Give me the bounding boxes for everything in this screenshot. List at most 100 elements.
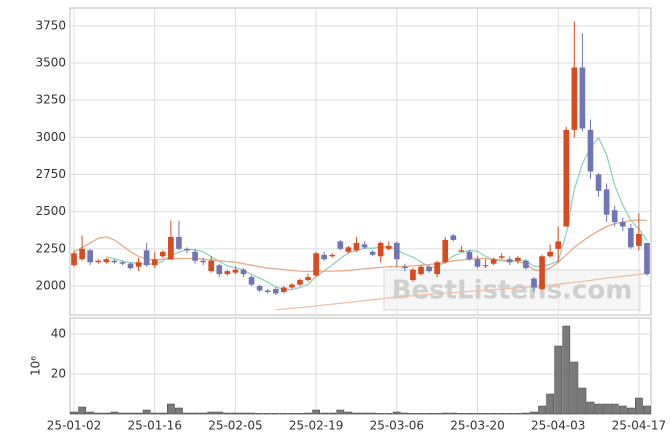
candle-body xyxy=(232,269,239,273)
candle-body xyxy=(410,269,416,281)
volume-bar xyxy=(191,412,199,415)
candle-body xyxy=(248,277,255,285)
volume-bar xyxy=(481,413,490,415)
candle-body xyxy=(555,241,562,249)
volume-bar xyxy=(417,413,425,415)
volume-bar xyxy=(110,411,119,415)
y-tick-label: 2750 xyxy=(35,167,66,181)
volume-bar xyxy=(336,409,345,415)
candle-body xyxy=(515,257,521,261)
ma-line xyxy=(275,272,648,311)
candle-body xyxy=(329,254,336,257)
candle-body xyxy=(208,260,215,272)
volume-bar xyxy=(320,412,329,415)
watermark-box xyxy=(383,269,641,311)
candle-body xyxy=(458,250,465,252)
candle-body xyxy=(571,67,578,130)
volume-bar xyxy=(183,412,191,415)
volume-bar xyxy=(352,412,361,415)
volume-bar xyxy=(473,413,482,415)
candle-body xyxy=(474,259,481,267)
candle-body xyxy=(264,290,271,292)
volume-bar xyxy=(288,413,296,415)
volume-bar xyxy=(376,413,385,415)
volume-bar xyxy=(271,413,280,415)
candle-body xyxy=(272,288,279,294)
volume-bar xyxy=(368,412,377,415)
candle-body xyxy=(281,287,287,292)
candle-body xyxy=(353,242,360,251)
volume-bar xyxy=(175,407,183,415)
candle-body xyxy=(418,266,424,275)
candle-body xyxy=(95,260,102,263)
candle-body xyxy=(240,269,247,275)
candle-body xyxy=(539,256,545,289)
candle-body xyxy=(111,260,118,263)
candle-body xyxy=(628,228,634,248)
volume-bar xyxy=(457,413,466,415)
x-tick-label: 25-04-17 xyxy=(612,419,666,433)
volume-bar xyxy=(304,412,312,415)
candle-body xyxy=(71,253,77,266)
volume-bar xyxy=(441,412,450,415)
ma-line xyxy=(106,136,648,291)
volume-bar xyxy=(344,411,353,415)
x-tick-label: 25-02-05 xyxy=(208,419,262,433)
volume-bar xyxy=(594,403,603,415)
volume-bar xyxy=(94,412,103,415)
volume-bar xyxy=(70,411,78,415)
volume-bar xyxy=(126,412,135,415)
candle-body xyxy=(402,266,408,269)
candle-body xyxy=(297,280,303,285)
volume-bar xyxy=(263,413,272,415)
candle-body xyxy=(79,248,85,260)
volume-bar xyxy=(166,403,175,415)
volume-bar xyxy=(239,412,248,415)
candle-body xyxy=(531,278,537,288)
volume-bar xyxy=(505,413,514,415)
x-tick-label: 25-01-02 xyxy=(47,419,101,433)
volume-bar xyxy=(223,412,232,415)
volume-bar xyxy=(497,413,506,415)
volume-bar xyxy=(513,413,522,415)
candle-body xyxy=(143,250,150,266)
volume-bar xyxy=(392,411,401,415)
volume-bar xyxy=(465,413,474,415)
volume-tick-label: 20 xyxy=(51,367,66,381)
x-tick-label: 25-01-16 xyxy=(127,419,181,433)
candle-body xyxy=(151,259,158,266)
candle-body xyxy=(377,242,384,257)
volume-bar xyxy=(602,403,611,415)
candle-body xyxy=(135,262,142,267)
candle-body xyxy=(490,259,497,264)
volume-bar xyxy=(578,387,587,415)
volume-bar xyxy=(199,412,208,415)
candle-body xyxy=(579,67,586,129)
candle-body xyxy=(523,260,529,269)
volume-bar xyxy=(384,413,393,415)
volume-bar xyxy=(142,409,151,415)
candle-body xyxy=(547,251,553,257)
candle-body xyxy=(636,233,642,246)
candle-body xyxy=(482,265,489,267)
volume-bar xyxy=(643,405,651,415)
candle-body xyxy=(498,256,505,258)
candle-body xyxy=(619,222,626,227)
volume-bar xyxy=(360,412,369,415)
candle-body xyxy=(176,236,182,249)
x-tick-label: 25-04-03 xyxy=(531,419,585,433)
candle-body xyxy=(159,251,166,257)
volume-bar xyxy=(312,409,320,415)
candle-body xyxy=(127,263,134,269)
candle-body xyxy=(563,129,570,227)
candle-body xyxy=(119,262,126,264)
x-tick-label: 25-03-20 xyxy=(450,419,504,433)
volume-bar xyxy=(231,412,240,415)
volume-bar xyxy=(610,403,619,415)
volume-bar xyxy=(570,361,579,415)
y-tick-label: 2250 xyxy=(35,241,66,255)
volume-bar xyxy=(409,413,417,415)
volume-bar xyxy=(328,412,337,415)
candle-body xyxy=(393,242,400,260)
